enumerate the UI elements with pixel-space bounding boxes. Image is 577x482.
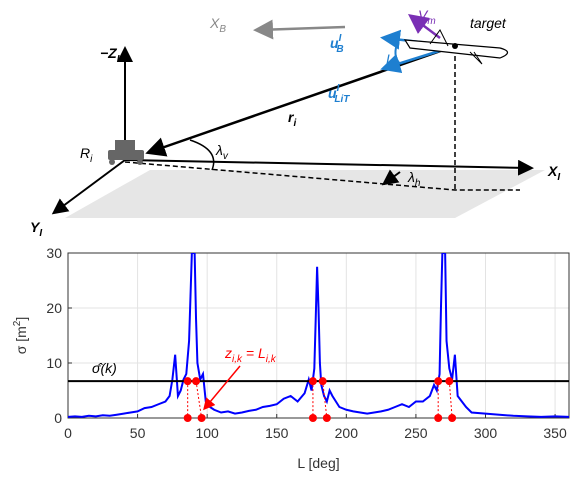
radar-icon	[108, 140, 144, 165]
chart: 0 50 100 150 200 250 300 350 0 10 20 30 L [deg] σ [m2…	[12, 245, 570, 471]
x-tick-label: 250	[404, 425, 428, 441]
diagram-label: L	[386, 51, 394, 67]
label-text: −Z	[100, 45, 117, 61]
plot-frame	[67, 252, 570, 419]
projection	[124, 161, 520, 191]
y-tick-label: 0	[54, 410, 62, 426]
missile	[403, 39, 509, 59]
crossing-marker	[192, 377, 201, 386]
y-axis	[51, 159, 126, 215]
crossing-marker	[183, 414, 192, 422]
y-tick-label: 30	[46, 245, 62, 261]
annotation-l-sub: i,k	[266, 354, 277, 365]
label-text: X	[547, 163, 559, 179]
label-sub: m	[427, 16, 435, 27]
label-text: r	[288, 109, 295, 125]
crossing-marker	[308, 414, 317, 422]
label-sub: I	[557, 172, 560, 183]
y-label-end: ]	[13, 317, 29, 321]
annotation-z: z	[224, 345, 232, 361]
crossing-marker	[322, 414, 331, 422]
x-tick-label: 300	[474, 425, 498, 441]
label-sub: B	[219, 24, 226, 35]
label-text: X	[209, 15, 220, 31]
crossing-marker	[318, 377, 327, 386]
missile-fins	[429, 29, 483, 65]
y-label-text: σ [m	[13, 326, 29, 354]
label-sub: i	[90, 154, 93, 165]
diagram-label: ri	[288, 109, 296, 129]
y-label-sup: 2	[12, 320, 23, 326]
diagram-label: λv	[215, 142, 229, 162]
velocity	[408, 14, 441, 39]
annotation-eq: =	[242, 345, 258, 361]
annotation-z-sub: i,k	[232, 354, 243, 365]
annotation-arrow	[203, 365, 241, 411]
label-sup: I	[337, 83, 340, 94]
xb-axis	[253, 19, 346, 40]
crossing-marker	[183, 377, 192, 386]
label-sub: I	[117, 54, 120, 65]
annotation: zi,k = Li,k	[224, 345, 277, 365]
annotation-l: L	[258, 345, 266, 361]
y-axis-label: σ [m2]	[12, 317, 29, 355]
crossing-marker	[434, 377, 443, 386]
label-sub: B	[336, 44, 343, 55]
label-sub: I	[39, 228, 42, 239]
label-text: L	[386, 51, 394, 67]
label-text: Y	[30, 219, 41, 235]
diagram-label: target	[470, 15, 507, 31]
diagram-label: uI B	[330, 33, 344, 55]
crossing-marker	[448, 414, 457, 422]
label-sub: LiT	[334, 94, 350, 105]
crossing-marker	[445, 377, 454, 386]
diagram-label: XB	[209, 15, 226, 35]
crossing-marker	[197, 414, 206, 422]
x-tick-label: 0	[64, 425, 72, 441]
diagram-label: YI	[30, 219, 42, 239]
label-sup: I	[339, 33, 342, 44]
y-tick-label: 10	[46, 355, 62, 371]
x-axis-label: L [deg]	[297, 455, 339, 471]
label-text: λ	[407, 169, 415, 185]
series-line	[68, 253, 569, 418]
range-vector	[145, 44, 456, 157]
angle-arc	[394, 41, 401, 65]
crossing-marker	[308, 377, 317, 386]
threshold-label: σ̂(k)	[92, 360, 117, 376]
x-tick-label: 150	[265, 425, 289, 441]
label-text: V	[418, 7, 429, 23]
lambda-v-arc	[189, 139, 215, 171]
y-tick-label: 20	[46, 300, 62, 316]
x-tick-label: 350	[543, 425, 567, 441]
diagram-label: −ZI	[100, 45, 120, 65]
crossing-marker	[434, 414, 443, 422]
diagram-label: Vm	[418, 7, 436, 27]
x-axis	[124, 159, 534, 176]
ground-plane	[65, 170, 545, 218]
label-text: u	[330, 35, 339, 51]
x-tick-label: 100	[195, 425, 219, 441]
label-text: u	[328, 85, 337, 101]
target-point	[452, 43, 458, 49]
x-tick-label: 200	[335, 425, 359, 441]
diagram-label: XI	[547, 163, 560, 183]
label-text: target	[470, 15, 507, 31]
label-text: λ	[215, 142, 223, 158]
label-sub: v	[223, 151, 229, 162]
lambda-h-arrow	[381, 169, 401, 186]
label-text: R	[80, 145, 90, 161]
label-sub: i	[293, 118, 296, 129]
diagram-label: Ri	[80, 145, 93, 165]
diagram-label: λh	[407, 169, 421, 189]
label-sub: h	[415, 178, 421, 189]
diagram-label: uI LiT	[328, 83, 350, 105]
x-tick-label: 50	[130, 425, 146, 441]
